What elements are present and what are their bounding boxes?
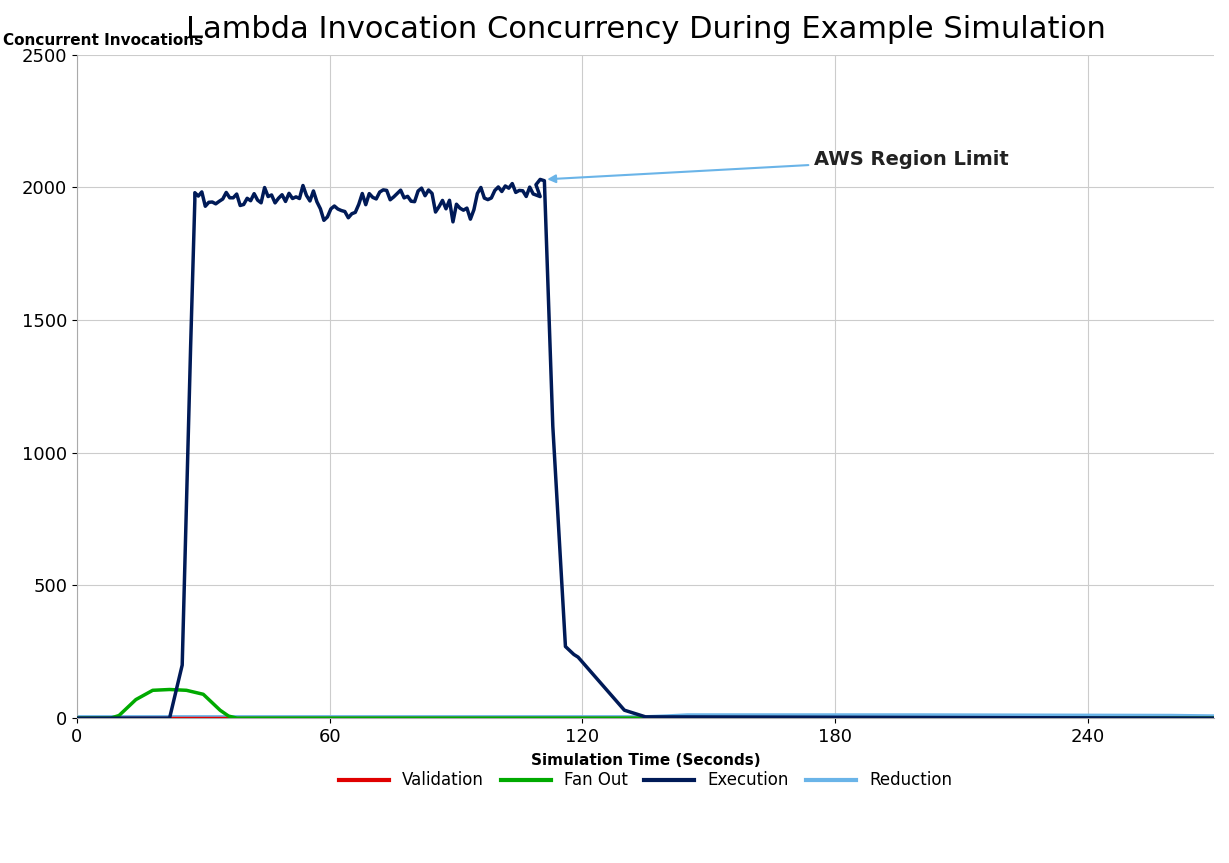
- Title: Lambda Invocation Concurrency During Example Simulation: Lambda Invocation Concurrency During Exa…: [186, 15, 1105, 44]
- Legend: Validation, Fan Out, Execution, Reduction: Validation, Fan Out, Execution, Reductio…: [332, 765, 959, 796]
- Text: Concurrent Invocations: Concurrent Invocations: [2, 33, 203, 48]
- X-axis label: Simulation Time (Seconds): Simulation Time (Seconds): [531, 753, 761, 768]
- Text: AWS Region Limit: AWS Region Limit: [549, 150, 1009, 182]
